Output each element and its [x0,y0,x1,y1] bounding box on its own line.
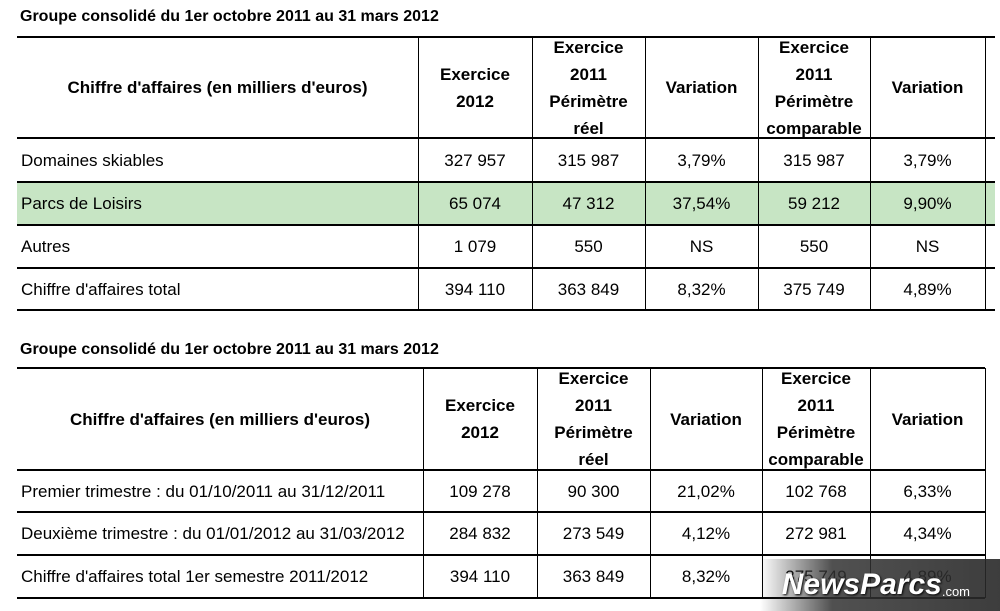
table-cell: 375 749 [783,279,845,299]
row-border [17,224,995,226]
row-border [17,367,985,369]
table-cell: NS [689,237,714,256]
table-title: Groupe consolidé du 1er octobre 2011 au … [20,341,439,358]
header-cell: Exercice 2012 [440,64,510,111]
column-border [985,37,986,310]
table-cell: Parcs de Loisirs [21,194,142,213]
table-cell: 6,33% [903,481,952,501]
header-cell: Exercice 2011 Périmètre comparable [766,37,862,138]
table-cell: Autres [21,237,71,256]
header-cell: Exercice 2011 Périmètre réel [549,37,628,138]
row-border [17,181,995,183]
row-border [17,36,995,38]
header-cell: Variation [665,78,738,97]
column-border [758,37,759,310]
header-cell: Exercice 2011 Périmètre réel [554,369,633,469]
column-border [532,37,533,310]
table-cell: 3,79% [903,150,952,170]
column-border [985,368,986,598]
table-cell: 394 110 [444,279,506,299]
table-cell: 363 849 [557,279,620,299]
column-border [870,37,871,310]
table-cell: Chiffre d'affaires total 1er semestre 20… [21,567,369,586]
column-border [537,368,538,598]
header-cell: Variation [891,409,964,429]
table-cell: 315 987 [557,150,620,170]
table-cell: 4,34% [903,524,952,543]
table-cell: Premier trimestre : du 01/10/2011 au 31/… [21,481,386,501]
header-cell: Exercice 2011 Périmètre comparable [768,369,864,469]
table-cell: Chiffre d'affaires total [21,279,181,299]
table-title: Groupe consolidé du 1er octobre 2011 au … [20,8,439,25]
table-cell: 8,32% [677,279,726,299]
table-cell: 394 110 [449,567,511,586]
header-cell: Exercice 2012 [445,396,515,442]
table-cell: 47 312 [562,194,615,213]
row-border [17,137,995,139]
table-cell: 9,90% [903,194,952,213]
row-border [17,469,985,471]
table-cell: 550 [799,237,829,256]
watermark: NewsParcs .com [760,559,1000,611]
header-cell: Chiffre d'affaires (en milliers d'euros) [70,409,370,429]
watermark-domain: .com [941,583,970,599]
watermark-name: NewsParcs [781,568,942,601]
column-border [870,368,871,598]
table-cell: 65 074 [449,194,501,213]
table-cell: 284 832 [449,524,511,543]
table-cell: 315 987 [783,150,845,170]
table-cell: 272 981 [785,524,847,543]
table-cell: NS [915,237,940,256]
table-cell: 363 849 [562,567,625,586]
table-cell: 4,12% [681,524,731,543]
table-cell: 4,89% [903,279,952,299]
table-cell: 1 079 [453,237,497,256]
table-cell: 8,32% [681,567,731,586]
table-cell: 90 300 [567,481,620,501]
table-cell: 21,02% [677,481,735,501]
header-cell: Variation [670,409,742,429]
highlight-row [17,182,995,225]
table-cell: 37,54% [672,194,731,213]
column-border [762,368,763,598]
column-border [645,37,646,310]
row-border [17,597,985,599]
table-cell: 273 549 [562,524,625,543]
row-border [17,511,985,513]
table-cell: 109 278 [449,481,511,501]
header-cell: Chiffre d'affaires (en milliers d'euros) [67,78,368,97]
table-cell: 59 212 [788,194,840,213]
column-border [650,368,651,598]
row-border [17,554,985,556]
table-cell: 550 [574,237,603,256]
header-cell: Variation [891,78,964,97]
table-cell: 102 768 [785,481,847,501]
column-border [418,37,419,310]
table-cell: Domaines skiables [21,150,164,170]
row-border [17,309,995,311]
table-cell: 327 957 [444,150,506,170]
column-border [423,368,424,598]
row-border [17,267,995,269]
table-cell: 3,79% [677,150,726,170]
table-cell: Deuxième trimestre : du 01/01/2012 au 31… [21,524,405,543]
